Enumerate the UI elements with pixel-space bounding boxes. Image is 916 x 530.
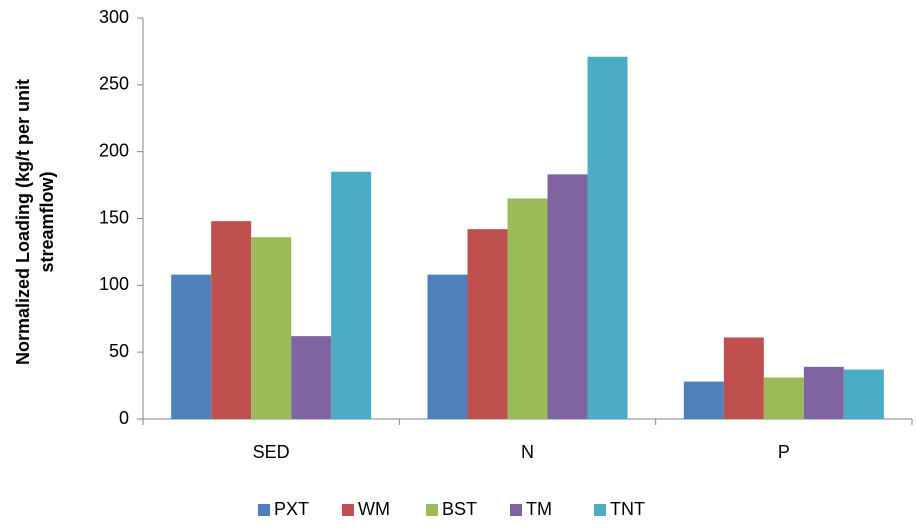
bar	[547, 174, 588, 419]
bar	[251, 237, 292, 419]
bar	[467, 229, 508, 419]
legend-swatch	[594, 504, 606, 516]
bar	[683, 381, 724, 419]
bar	[723, 337, 764, 419]
legend-swatch	[258, 504, 270, 516]
legend-label: PXT	[274, 499, 309, 519]
x-tick-label: N	[521, 442, 534, 462]
legend-label: BST	[442, 499, 477, 519]
legend-label: WM	[358, 499, 390, 519]
bar	[843, 369, 884, 419]
bar	[587, 56, 628, 419]
bar	[211, 221, 252, 419]
bar	[507, 198, 548, 419]
bar	[763, 377, 804, 419]
legend-label: TNT	[610, 499, 645, 519]
y-tick-label: 50	[109, 341, 129, 361]
x-tick-label: SED	[253, 442, 290, 462]
x-tick-label: P	[778, 442, 790, 462]
bar	[803, 366, 844, 419]
y-tick-label: 0	[119, 408, 129, 428]
bar	[427, 274, 468, 419]
legend-swatch	[510, 504, 522, 516]
y-tick-label: 150	[99, 207, 129, 227]
y-axis-title-line: streamflow)	[37, 171, 57, 272]
bar	[331, 171, 372, 419]
bar	[291, 336, 332, 419]
y-tick-label: 250	[99, 74, 129, 94]
y-tick-label: 300	[99, 7, 129, 27]
y-tick-label: 100	[99, 274, 129, 294]
bar	[171, 274, 212, 419]
y-tick-label: 200	[99, 140, 129, 160]
legend-swatch	[426, 504, 438, 516]
y-axis-title-line: Normalized Loading (kg/t per unit	[13, 79, 33, 365]
legend-swatch	[342, 504, 354, 516]
legend-label: TM	[526, 499, 552, 519]
y-axis-title: Normalized Loading (kg/t per unit stream…	[13, 79, 57, 365]
